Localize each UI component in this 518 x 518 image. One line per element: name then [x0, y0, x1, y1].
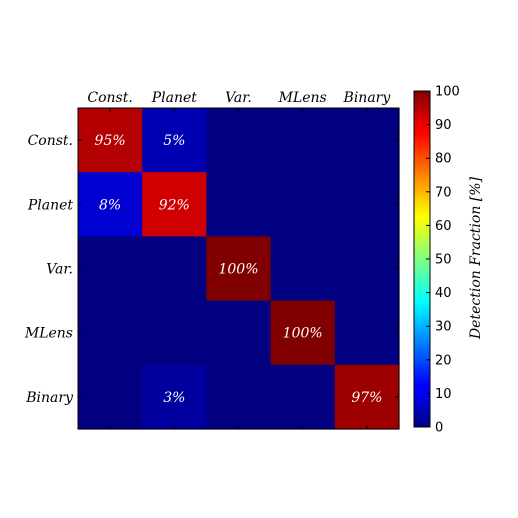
colorbar-label: Detection Fraction [%] — [468, 176, 484, 340]
y-tick-labels: Const. Planet Var. MLens Binary — [24, 133, 74, 406]
heatmap-cell — [206, 108, 272, 173]
heatmap-cell — [270, 172, 336, 237]
colorbar-ticks: 0 10 20 30 40 50 60 70 80 90 100 — [426, 85, 460, 436]
cell-value-label: 5% — [163, 133, 185, 149]
heatmap-cell — [78, 108, 143, 173]
cell-value-label: 3% — [163, 390, 185, 406]
heatmap-cell — [142, 236, 207, 302]
heatmap-cell — [142, 108, 207, 173]
heatmap-cell — [78, 300, 143, 366]
y-tick-label: MLens — [24, 326, 73, 342]
colorbar-tick-label: 50 — [435, 253, 452, 268]
x-tick-label: Planet — [151, 90, 198, 106]
matrix-frame — [77, 107, 400, 430]
heatmap-cell — [334, 108, 400, 173]
cell-labels: 95% 5% 8% 92% 100% 100% 3% 97% — [95, 133, 383, 406]
y-tick-label: Var. — [46, 262, 73, 278]
colorbar-tick-label: 60 — [435, 219, 452, 234]
y-tick-label: Const. — [28, 133, 73, 149]
heatmap-cell — [206, 364, 272, 430]
cell-value-label: 8% — [99, 197, 121, 213]
colorbar-tick-label: 30 — [435, 320, 452, 335]
colorbar-tick-label: 40 — [435, 286, 452, 301]
heatmap-cell — [334, 300, 400, 366]
matrix-tick-marks — [78, 108, 399, 429]
colorbar-tick-label: 100 — [435, 85, 460, 100]
colorbar-tick-label: 0 — [435, 421, 443, 436]
heatmap-cell — [78, 364, 143, 430]
heatmap-cell — [142, 364, 207, 430]
heatmap-cell — [334, 172, 400, 237]
heatmap-cell — [270, 236, 336, 302]
heatmap-cell — [206, 236, 272, 302]
heatmap-cell — [270, 364, 336, 430]
y-tick-label: Binary — [25, 390, 74, 406]
cell-value-label: 97% — [351, 390, 382, 406]
heatmap-cell — [78, 236, 143, 302]
cell-value-label: 95% — [95, 133, 126, 149]
colorbar-tick-label: 20 — [435, 353, 452, 368]
heatmap-cell — [206, 300, 272, 366]
x-tick-label: MLens — [278, 90, 327, 106]
heatmap-cells — [78, 108, 400, 430]
heatmap-cell — [334, 364, 400, 430]
colorbar-tick-label: 90 — [435, 118, 452, 133]
y-tick-label: Planet — [27, 197, 74, 213]
heatmap-cell — [270, 300, 336, 366]
heatmap-cell — [334, 236, 400, 302]
colorbar-tick-label: 10 — [435, 387, 452, 402]
heatmap-cell — [206, 172, 272, 237]
heatmap-cell — [78, 172, 143, 237]
heatmap-cell — [270, 108, 336, 173]
x-tick-label: Var. — [225, 90, 252, 106]
x-tick-label: Const. — [87, 90, 132, 106]
cell-value-label: 92% — [159, 197, 190, 213]
cell-value-label: 100% — [218, 262, 258, 278]
cell-value-label: 100% — [283, 326, 323, 342]
x-tick-label: Binary — [343, 90, 392, 106]
colorbar-tick-label: 70 — [435, 185, 452, 200]
heatmap-cell — [142, 172, 207, 237]
heatmap-cell — [142, 300, 207, 366]
x-tick-labels: Const. Planet Var. MLens Binary — [87, 90, 391, 106]
colorbar-tick-label: 80 — [435, 152, 452, 167]
